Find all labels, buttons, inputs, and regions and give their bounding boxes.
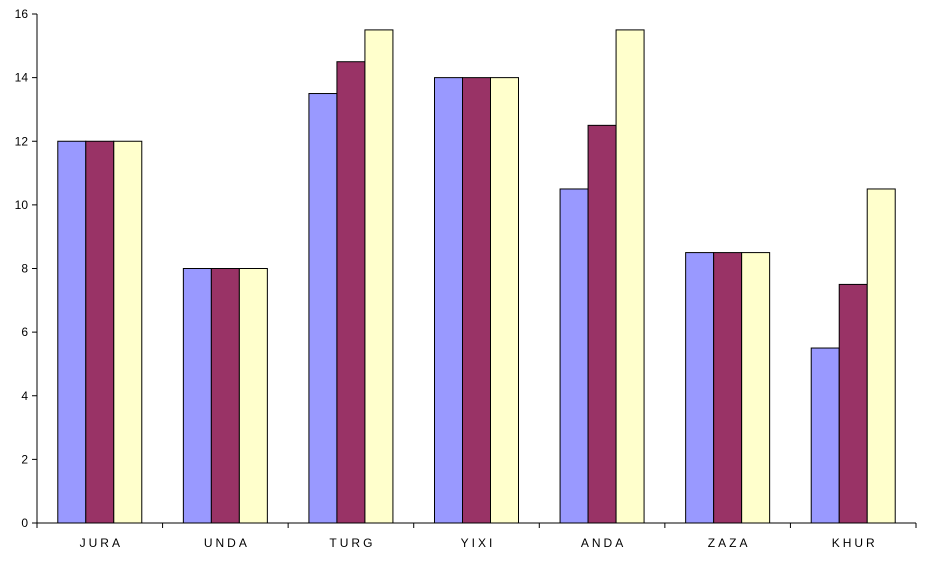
x-tick-label: ZAZA (708, 536, 751, 550)
y-tick-label: 10 (15, 198, 29, 212)
x-tick-label: ANDA (581, 536, 626, 550)
y-tick-label: 14 (15, 71, 29, 85)
y-tick-label: 8 (21, 262, 28, 276)
y-tick-label: 12 (15, 134, 29, 148)
bar-jura-series-3 (113, 140, 143, 524)
bar-jura-series-1 (57, 140, 87, 524)
bar-zaza-series-2 (713, 252, 743, 524)
y-tick-label: 2 (21, 452, 28, 466)
bar-unda-series-1 (182, 268, 212, 524)
bar-zaza-series-1 (685, 252, 715, 524)
bar-turg-series-1 (308, 93, 338, 524)
bar-turg-series-2 (336, 61, 366, 524)
bar-unda-series-3 (238, 268, 268, 524)
x-tick-label: UNDA (204, 536, 250, 550)
bar-unda-series-2 (210, 268, 240, 524)
bar-yixi-series-3 (490, 77, 519, 524)
bar-khur-series-2 (838, 283, 868, 524)
bar-turg-series-3 (364, 29, 394, 524)
bar-yixi-series-1 (434, 77, 463, 524)
x-tick-label: TURG (329, 536, 375, 550)
bar-anda-series-2 (587, 124, 617, 524)
bar-zaza-series-3 (741, 252, 771, 524)
x-tick-label: YIXI (461, 536, 496, 550)
bar-yixi-series-2 (462, 77, 491, 524)
bar-anda-series-3 (615, 29, 645, 524)
y-tick-label: 4 (21, 389, 28, 403)
y-tick-label: 0 (21, 516, 28, 530)
bar-jura-series-2 (85, 140, 115, 524)
x-tick-label: JURA (80, 536, 123, 550)
y-tick-label: 6 (21, 325, 28, 339)
y-tick-label: 16 (15, 7, 29, 21)
bar-anda-series-1 (559, 188, 589, 524)
bar-khur-series-3 (866, 188, 896, 524)
bar-khur-series-1 (810, 347, 840, 524)
x-tick-label: KHUR (832, 536, 878, 550)
